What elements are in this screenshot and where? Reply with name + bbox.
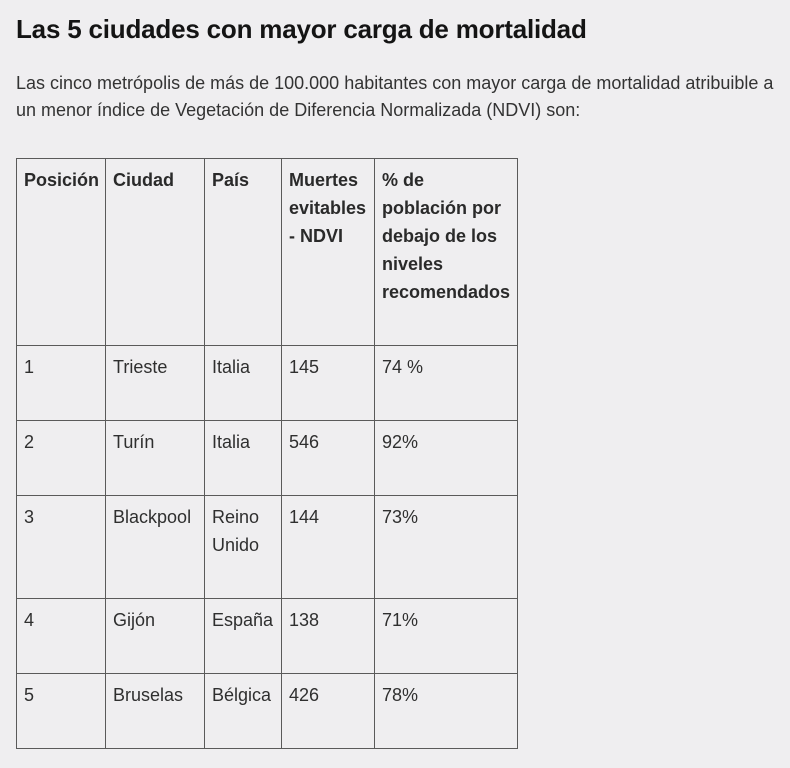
header-avoidable-deaths: Muertes evitables - NDVI xyxy=(281,158,376,346)
table-row: 3 Blackpool Reino Unido 144 73% xyxy=(15,495,519,599)
cell-country: Bélgica xyxy=(204,673,283,749)
cell-position: 3 xyxy=(15,495,107,599)
mortality-table: Posición Ciudad País Muertes evitables -… xyxy=(15,158,519,749)
cell-position: 1 xyxy=(15,345,107,421)
cell-city: Trieste xyxy=(105,345,206,421)
cell-country: Italia xyxy=(204,420,283,496)
cell-deaths: 546 xyxy=(281,420,376,496)
cell-city: Blackpool xyxy=(105,495,206,599)
cell-country: Reino Unido xyxy=(204,495,283,599)
cell-percent: 71% xyxy=(374,598,519,674)
table-row: 2 Turín Italia 546 92% xyxy=(15,420,519,496)
cell-position: 2 xyxy=(15,420,107,496)
intro-paragraph: Las cinco metrópolis de más de 100.000 h… xyxy=(16,73,774,120)
cell-percent: 78% xyxy=(374,673,519,749)
cell-city: Gijón xyxy=(105,598,206,674)
cell-percent: 73% xyxy=(374,495,519,599)
article-title: Las 5 ciudades con mayor carga de mortal… xyxy=(16,14,587,44)
cell-deaths: 145 xyxy=(281,345,376,421)
cell-deaths: 144 xyxy=(281,495,376,599)
cell-country: España xyxy=(204,598,283,674)
cell-country: Italia xyxy=(204,345,283,421)
cell-position: 5 xyxy=(15,673,107,749)
header-population-percent: % de población por debajo de los niveles… xyxy=(374,158,519,346)
cell-percent: 92% xyxy=(374,420,519,496)
table-row: 1 Trieste Italia 145 74 % xyxy=(15,345,519,421)
cell-percent: 74 % xyxy=(374,345,519,421)
table-row: 5 Bruselas Bélgica 426 78% xyxy=(15,673,519,749)
table-row: 4 Gijón España 138 71% xyxy=(15,598,519,674)
header-country: País xyxy=(204,158,283,346)
cell-city: Turín xyxy=(105,420,206,496)
cell-city: Bruselas xyxy=(105,673,206,749)
header-position: Posición xyxy=(15,158,107,346)
table-header-row: Posición Ciudad País Muertes evitables -… xyxy=(15,158,519,346)
cell-position: 4 xyxy=(15,598,107,674)
header-city: Ciudad xyxy=(105,158,206,346)
cell-deaths: 426 xyxy=(281,673,376,749)
cell-deaths: 138 xyxy=(281,598,376,674)
